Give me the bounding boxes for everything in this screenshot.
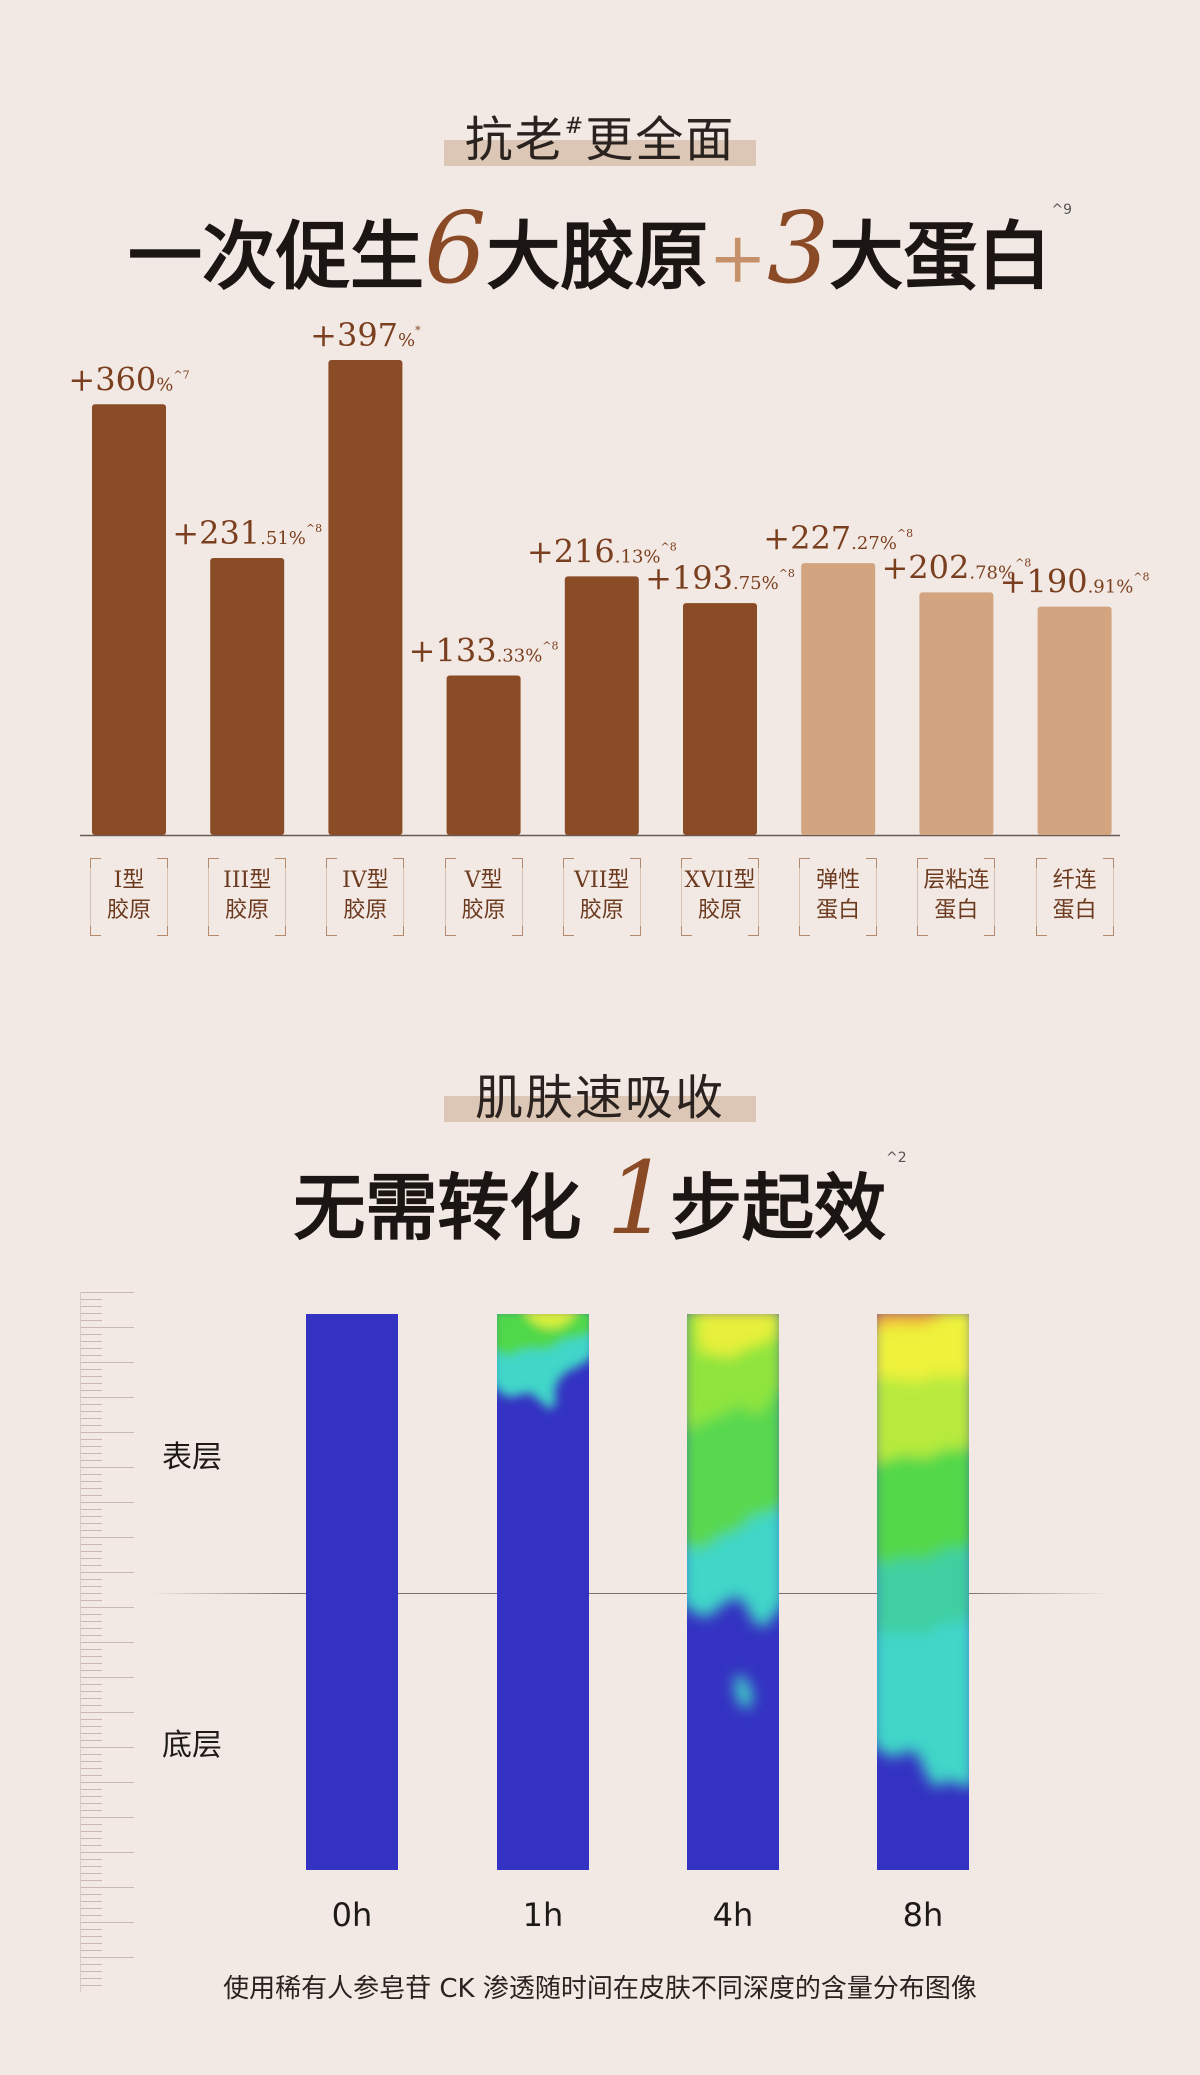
bar-label-7: +202.78%^8 xyxy=(881,548,1031,586)
category-label-1: III型胶原 xyxy=(208,858,287,936)
category-line: 胶原 xyxy=(461,898,506,923)
bar-6 xyxy=(801,563,876,835)
category-line: IV型 xyxy=(342,868,389,893)
category-line: 胶原 xyxy=(579,898,624,923)
section2-title: 无需转化 1步起效^2 xyxy=(293,1140,907,1257)
category-line: III型 xyxy=(223,868,272,893)
heatmap-1h xyxy=(497,1314,589,1870)
bar-label-8: +190.91%^8 xyxy=(1000,563,1150,601)
category-label-8: 纤连 蛋白 xyxy=(1035,858,1114,936)
category-line: XVII型 xyxy=(684,868,756,893)
caption: 使用稀有人参皂苷 CK 渗透随时间在皮肤不同深度的含量分布图像 xyxy=(223,1974,977,2004)
bar-7 xyxy=(919,592,994,835)
heading-underline-2 xyxy=(444,1096,756,1122)
bar-label-4: +216.13%^8 xyxy=(527,532,677,570)
category-line: 蛋白 xyxy=(1052,898,1097,923)
category-label-6: 弹性 蛋白 xyxy=(799,858,878,936)
layer-top-label: 表层 xyxy=(162,1440,222,1475)
section1-heading: 抗老#更全面 xyxy=(464,112,736,168)
time-label-8h: 8h xyxy=(902,1896,944,1934)
time-label-0h: 0h xyxy=(331,1896,373,1934)
section1-title: 一次促生6大胶原+3大蛋白^9 xyxy=(127,192,1072,306)
category-line: 胶原 xyxy=(343,898,388,923)
category-label-4: VII型胶原 xyxy=(562,858,641,936)
category-line: 胶原 xyxy=(225,898,270,923)
bar-label-5: +193.75%^8 xyxy=(645,559,795,597)
heatmap-8h xyxy=(877,1314,969,1870)
bar-5 xyxy=(683,603,757,835)
heatmap-0h xyxy=(306,1314,398,1870)
bar-label-0: +360%^7 xyxy=(68,360,189,398)
category-line: 弹性 xyxy=(816,868,861,893)
bar-2 xyxy=(328,360,403,835)
category-label-2: IV型胶原 xyxy=(326,858,405,936)
bar-3 xyxy=(446,675,521,835)
heatmap-4h xyxy=(687,1314,779,1870)
category-label-3: V型胶原 xyxy=(444,858,523,936)
bar-0 xyxy=(92,404,166,835)
bar-label-1: +231.51%^8 xyxy=(172,514,322,552)
category-line: 层粘连 xyxy=(923,868,990,893)
layer-bottom-label: 底层 xyxy=(162,1728,222,1763)
category-line: 胶原 xyxy=(697,898,742,923)
category-line: 蛋白 xyxy=(816,898,861,923)
category-line: 蛋白 xyxy=(934,898,979,923)
heading-underline xyxy=(444,140,756,166)
layer-divider xyxy=(150,1593,1110,1594)
category-line: VII型 xyxy=(574,868,630,893)
bar-8 xyxy=(1037,606,1112,835)
category-line: I型 xyxy=(113,868,145,893)
category-line: 纤连 xyxy=(1052,868,1097,893)
bar-label-3: +133.33%^8 xyxy=(409,631,559,669)
time-label-4h: 4h xyxy=(712,1896,754,1934)
category-label-5: XVII型胶原 xyxy=(681,858,759,936)
category-label-0: I型胶原 xyxy=(90,858,168,936)
section2-heading: 肌肤速吸收 xyxy=(474,1070,725,1126)
depth-ruler xyxy=(80,1292,134,1992)
bar-chart: +360%^7 +231.51%^8 +397%* +133.33%^8 +216.13… xyxy=(68,316,1150,837)
category-line: 胶原 xyxy=(106,898,151,923)
category-label-7: 层粘连 蛋白 xyxy=(917,858,996,936)
category-line: V型 xyxy=(464,868,503,893)
time-label-1h: 1h xyxy=(522,1896,564,1934)
bar-1 xyxy=(210,558,285,835)
bar-label-2: +397%* xyxy=(310,316,421,354)
bar-label-6: +227.27%^8 xyxy=(763,519,913,557)
bar-4 xyxy=(564,576,639,835)
